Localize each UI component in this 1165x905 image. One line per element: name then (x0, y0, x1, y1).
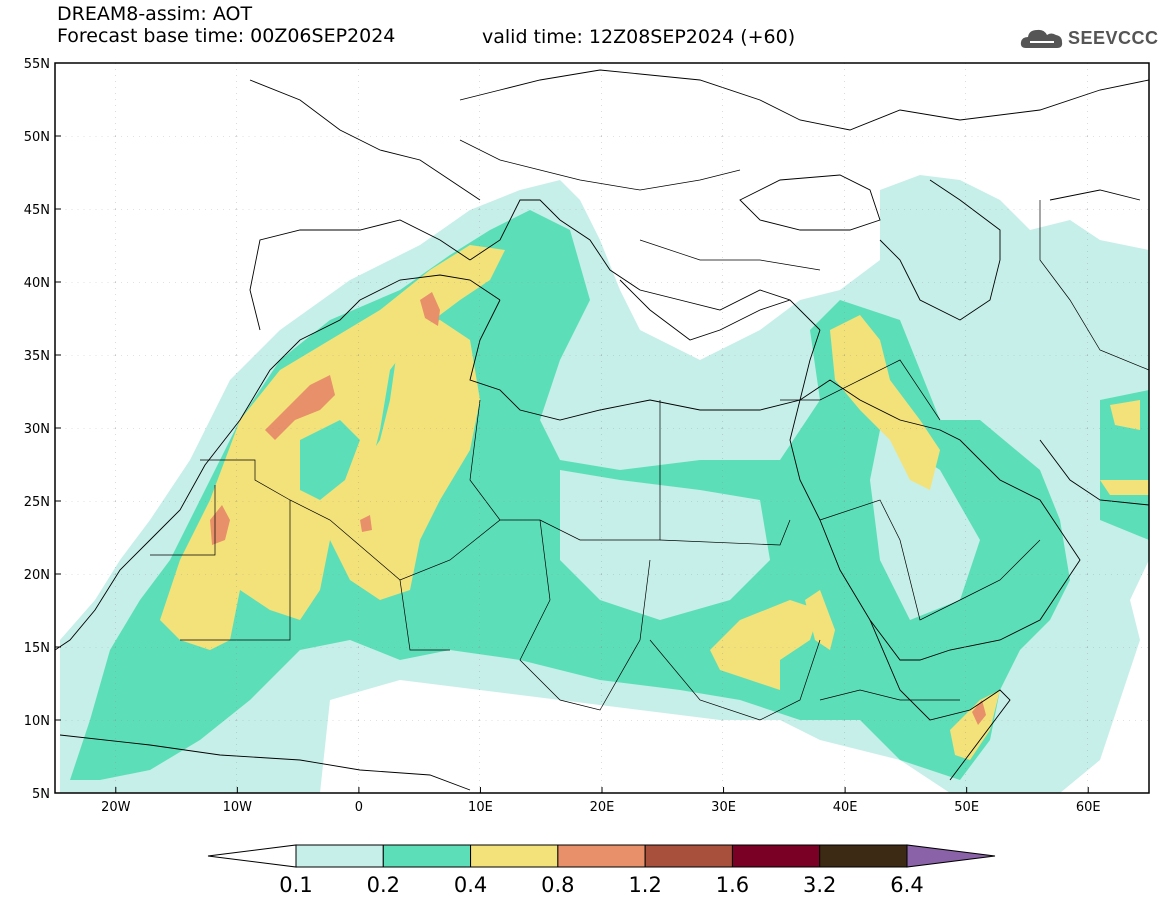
colorbar-swatch (470, 844, 559, 868)
lon-tick-label: 40E (833, 800, 858, 815)
lon-tick-label: 20E (590, 800, 615, 815)
lat-tick-label: 5N (32, 787, 50, 802)
lat-tick-label: 45N (24, 203, 50, 218)
colorbar-label: 6.4 (890, 873, 923, 897)
lon-tick-label: 20W (101, 800, 131, 815)
colorbar-label: 0.8 (541, 873, 574, 897)
lat-tick-label: 55N (24, 57, 50, 72)
latitude-axis: 55N 50N 45N 40N 35N 30N 25N 20N 15N 10N 5N (24, 57, 61, 802)
colorbar-label: 0.1 (279, 873, 312, 897)
colorbar-label: 1.2 (628, 873, 661, 897)
lat-tick-label: 40N (24, 276, 50, 291)
colorbar-swatch (382, 844, 472, 868)
lat-tick-label: 25N (24, 495, 50, 510)
colorbar-under-arrow (207, 844, 297, 868)
lat-tick-label: 50N (24, 130, 50, 145)
lon-tick-label: 0 (355, 800, 363, 815)
cloud-icon (1020, 29, 1063, 48)
map-title: DREAM8-assim: AOT (57, 3, 253, 25)
colorbar-over-arrow (906, 844, 996, 868)
colorbar-label: 0.2 (367, 873, 400, 897)
lon-tick-label: 10E (468, 800, 493, 815)
longitude-axis: 20W 10W 0 10E 20E 30E 40E 50E 60E (101, 787, 1101, 815)
colorbar-label: 3.2 (803, 873, 836, 897)
colorbar-swatch (819, 844, 908, 868)
lon-tick-label: 30E (711, 800, 736, 815)
forecast-base-time: Forecast base time: 00Z06SEP2024 (57, 25, 396, 47)
lat-tick-label: 15N (24, 641, 50, 656)
colorbar-swatch (731, 844, 821, 868)
lat-lon-grid (55, 63, 1149, 793)
colorbar-label: 0.4 (454, 873, 487, 897)
lat-tick-label: 20N (24, 568, 50, 583)
colorbar-label: 1.6 (716, 873, 749, 897)
seevccc-logo: SEEVCCC (1018, 24, 1158, 54)
valid-time: valid time: 12Z08SEP2024 (+60) (482, 26, 796, 48)
colorbar-swatch (644, 844, 733, 868)
colorbar-swatch (295, 844, 384, 868)
lon-tick-label: 50E (954, 800, 979, 815)
colorbar: 0.1 0.2 0.4 0.8 1.2 1.6 3.2 6.4 (207, 844, 996, 897)
lat-tick-label: 30N (24, 422, 50, 437)
lat-tick-label: 35N (24, 349, 50, 364)
lat-tick-label: 10N (24, 714, 50, 729)
lon-tick-label: 10W (223, 800, 253, 815)
lon-tick-label: 60E (1076, 800, 1101, 815)
colorbar-swatch (557, 844, 646, 868)
